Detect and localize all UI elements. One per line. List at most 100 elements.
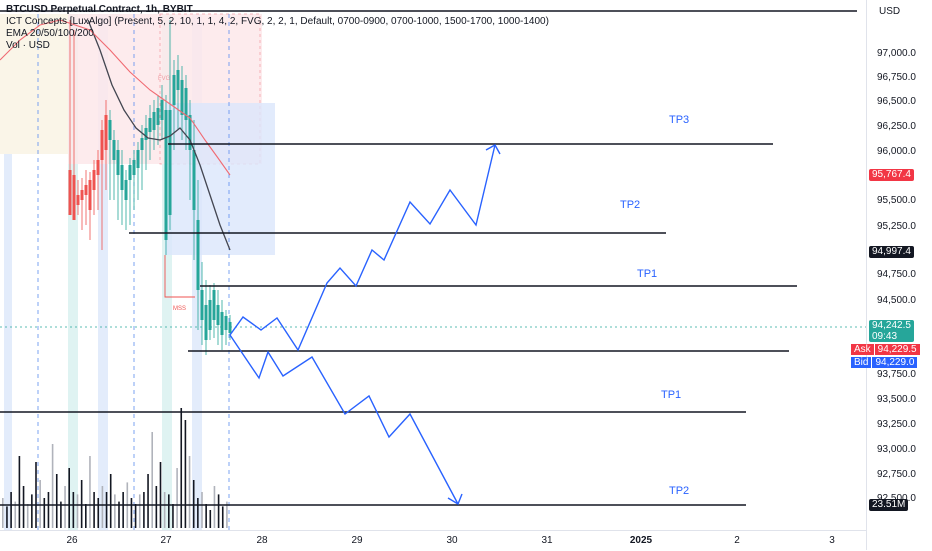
ask-price: 94,229.5 xyxy=(874,344,920,355)
ema-50-line xyxy=(0,19,231,176)
bullish-projection-path xyxy=(229,144,496,352)
price-tick: 96,500.0 xyxy=(877,96,916,107)
candle-body xyxy=(172,75,176,105)
tp1-lower-label: TP1 xyxy=(661,389,681,401)
time-tick: 26 xyxy=(66,535,78,546)
candle-body xyxy=(136,150,140,168)
volume-bar xyxy=(147,474,149,528)
volume-bar xyxy=(64,486,66,528)
ema-indicator-label[interactable]: EMA 20/50/100/200 xyxy=(6,28,94,39)
volume-bar xyxy=(68,468,70,528)
time-tick: 3 xyxy=(829,535,835,546)
candle-body xyxy=(228,322,232,333)
volume-bars xyxy=(2,408,228,528)
volume-bar xyxy=(217,494,220,528)
volume-bar xyxy=(85,504,87,528)
volume-bar xyxy=(105,492,108,528)
candle-body xyxy=(208,300,212,330)
price-tick: 93,500.0 xyxy=(877,394,916,405)
volume-bar xyxy=(101,486,104,528)
candle-body xyxy=(184,88,188,120)
volume-bar xyxy=(226,501,228,528)
currency-label[interactable]: USD xyxy=(879,6,901,17)
tp2-lower-label: TP2 xyxy=(669,485,689,497)
volume-bar xyxy=(14,501,17,528)
volume-bar xyxy=(197,498,199,528)
volume-indicator-label[interactable]: Vol · USD xyxy=(6,40,50,51)
price-tick: 96,000.0 xyxy=(877,146,916,157)
volume-bar xyxy=(60,501,62,528)
volume-bar xyxy=(43,498,46,528)
volume-bar xyxy=(122,492,124,528)
candle-body xyxy=(108,120,112,140)
volume-bar xyxy=(55,474,58,528)
price-tick: 93,000.0 xyxy=(877,444,916,455)
volume-bar xyxy=(138,494,141,528)
candle-body xyxy=(128,165,132,180)
bid-row: Bid 94,229.0 xyxy=(851,357,918,368)
chart-legend: BTCUSD Perpetual Contract, 1h, BYBIT ICT… xyxy=(6,4,549,52)
ict-indicator-label[interactable]: ICT Concepts [LuxAlgo] (Present, 5, 2, 1… xyxy=(6,16,549,27)
chart-area[interactable]: FVG MSS xyxy=(0,0,866,530)
volume-bar xyxy=(109,474,112,528)
volume-bar xyxy=(163,492,166,528)
price-tick: 95,500.0 xyxy=(877,195,916,206)
candle-body xyxy=(220,312,224,335)
volume-bar xyxy=(168,494,170,528)
tp3-label: TP3 xyxy=(669,114,689,126)
volume-bar xyxy=(31,494,33,528)
candle-body xyxy=(76,195,80,205)
volume-bar xyxy=(209,510,212,528)
candle-body xyxy=(212,290,216,320)
candle-body xyxy=(132,160,136,175)
candle-body xyxy=(104,115,108,150)
time-tick: 2025 xyxy=(629,535,653,546)
price-tick: 94,500.0 xyxy=(877,295,916,306)
time-tick: 30 xyxy=(446,535,458,546)
volume-bar xyxy=(201,492,203,528)
candlesticks xyxy=(68,20,232,355)
volume-badge: 23.51M xyxy=(869,499,909,511)
candle-body xyxy=(148,118,152,132)
bullish-arrow-head xyxy=(485,144,501,155)
time-scale[interactable]: 26 27 28 29 30 31 2025 2 3 xyxy=(0,530,866,551)
volume-bar xyxy=(143,492,145,528)
mss-label: MSS xyxy=(173,306,186,312)
volume-bar xyxy=(130,498,133,528)
discount-zone-blue xyxy=(165,103,275,255)
volume-bar xyxy=(97,498,100,528)
price-badge-upper: 95,767.4 xyxy=(869,169,914,181)
price-scale[interactable]: USD 97,000.0 96,750.0 96,500.0 96,250.0 96,0… xyxy=(851,0,932,550)
volume-bar xyxy=(192,480,195,528)
time-tick: 29 xyxy=(351,535,363,546)
candle-body xyxy=(176,70,180,90)
candle-body xyxy=(200,290,204,320)
candle-body xyxy=(160,100,164,120)
volume-bar xyxy=(10,492,12,528)
candle-body xyxy=(224,316,228,330)
bearish-arrow-head xyxy=(447,493,463,506)
volume-bar xyxy=(39,480,41,528)
volume-bar xyxy=(35,462,37,528)
volume-bar xyxy=(118,501,120,528)
price-chart[interactable]: FVG MSS xyxy=(0,0,866,530)
candle-body xyxy=(80,190,84,200)
volume-bar xyxy=(188,456,191,528)
candle-body xyxy=(116,150,120,175)
price-tick: 96,250.0 xyxy=(877,121,916,132)
price-tick: 97,000.0 xyxy=(877,48,916,59)
price-tick: 93,250.0 xyxy=(877,419,916,430)
volume-bar xyxy=(184,420,187,528)
candle-body xyxy=(188,115,192,150)
candle-body xyxy=(168,110,172,215)
symbol-title[interactable]: BTCUSD Perpetual Contract, 1h, BYBIT xyxy=(6,4,193,15)
candle-body xyxy=(152,112,156,130)
candle-body xyxy=(120,165,124,190)
volume-bar xyxy=(93,492,95,528)
candle-body xyxy=(192,150,196,210)
volume-bar xyxy=(155,486,158,528)
candle-body xyxy=(68,170,72,215)
session-dashed-lines xyxy=(37,14,230,530)
candle-body xyxy=(180,80,184,115)
candle-body xyxy=(140,138,144,150)
